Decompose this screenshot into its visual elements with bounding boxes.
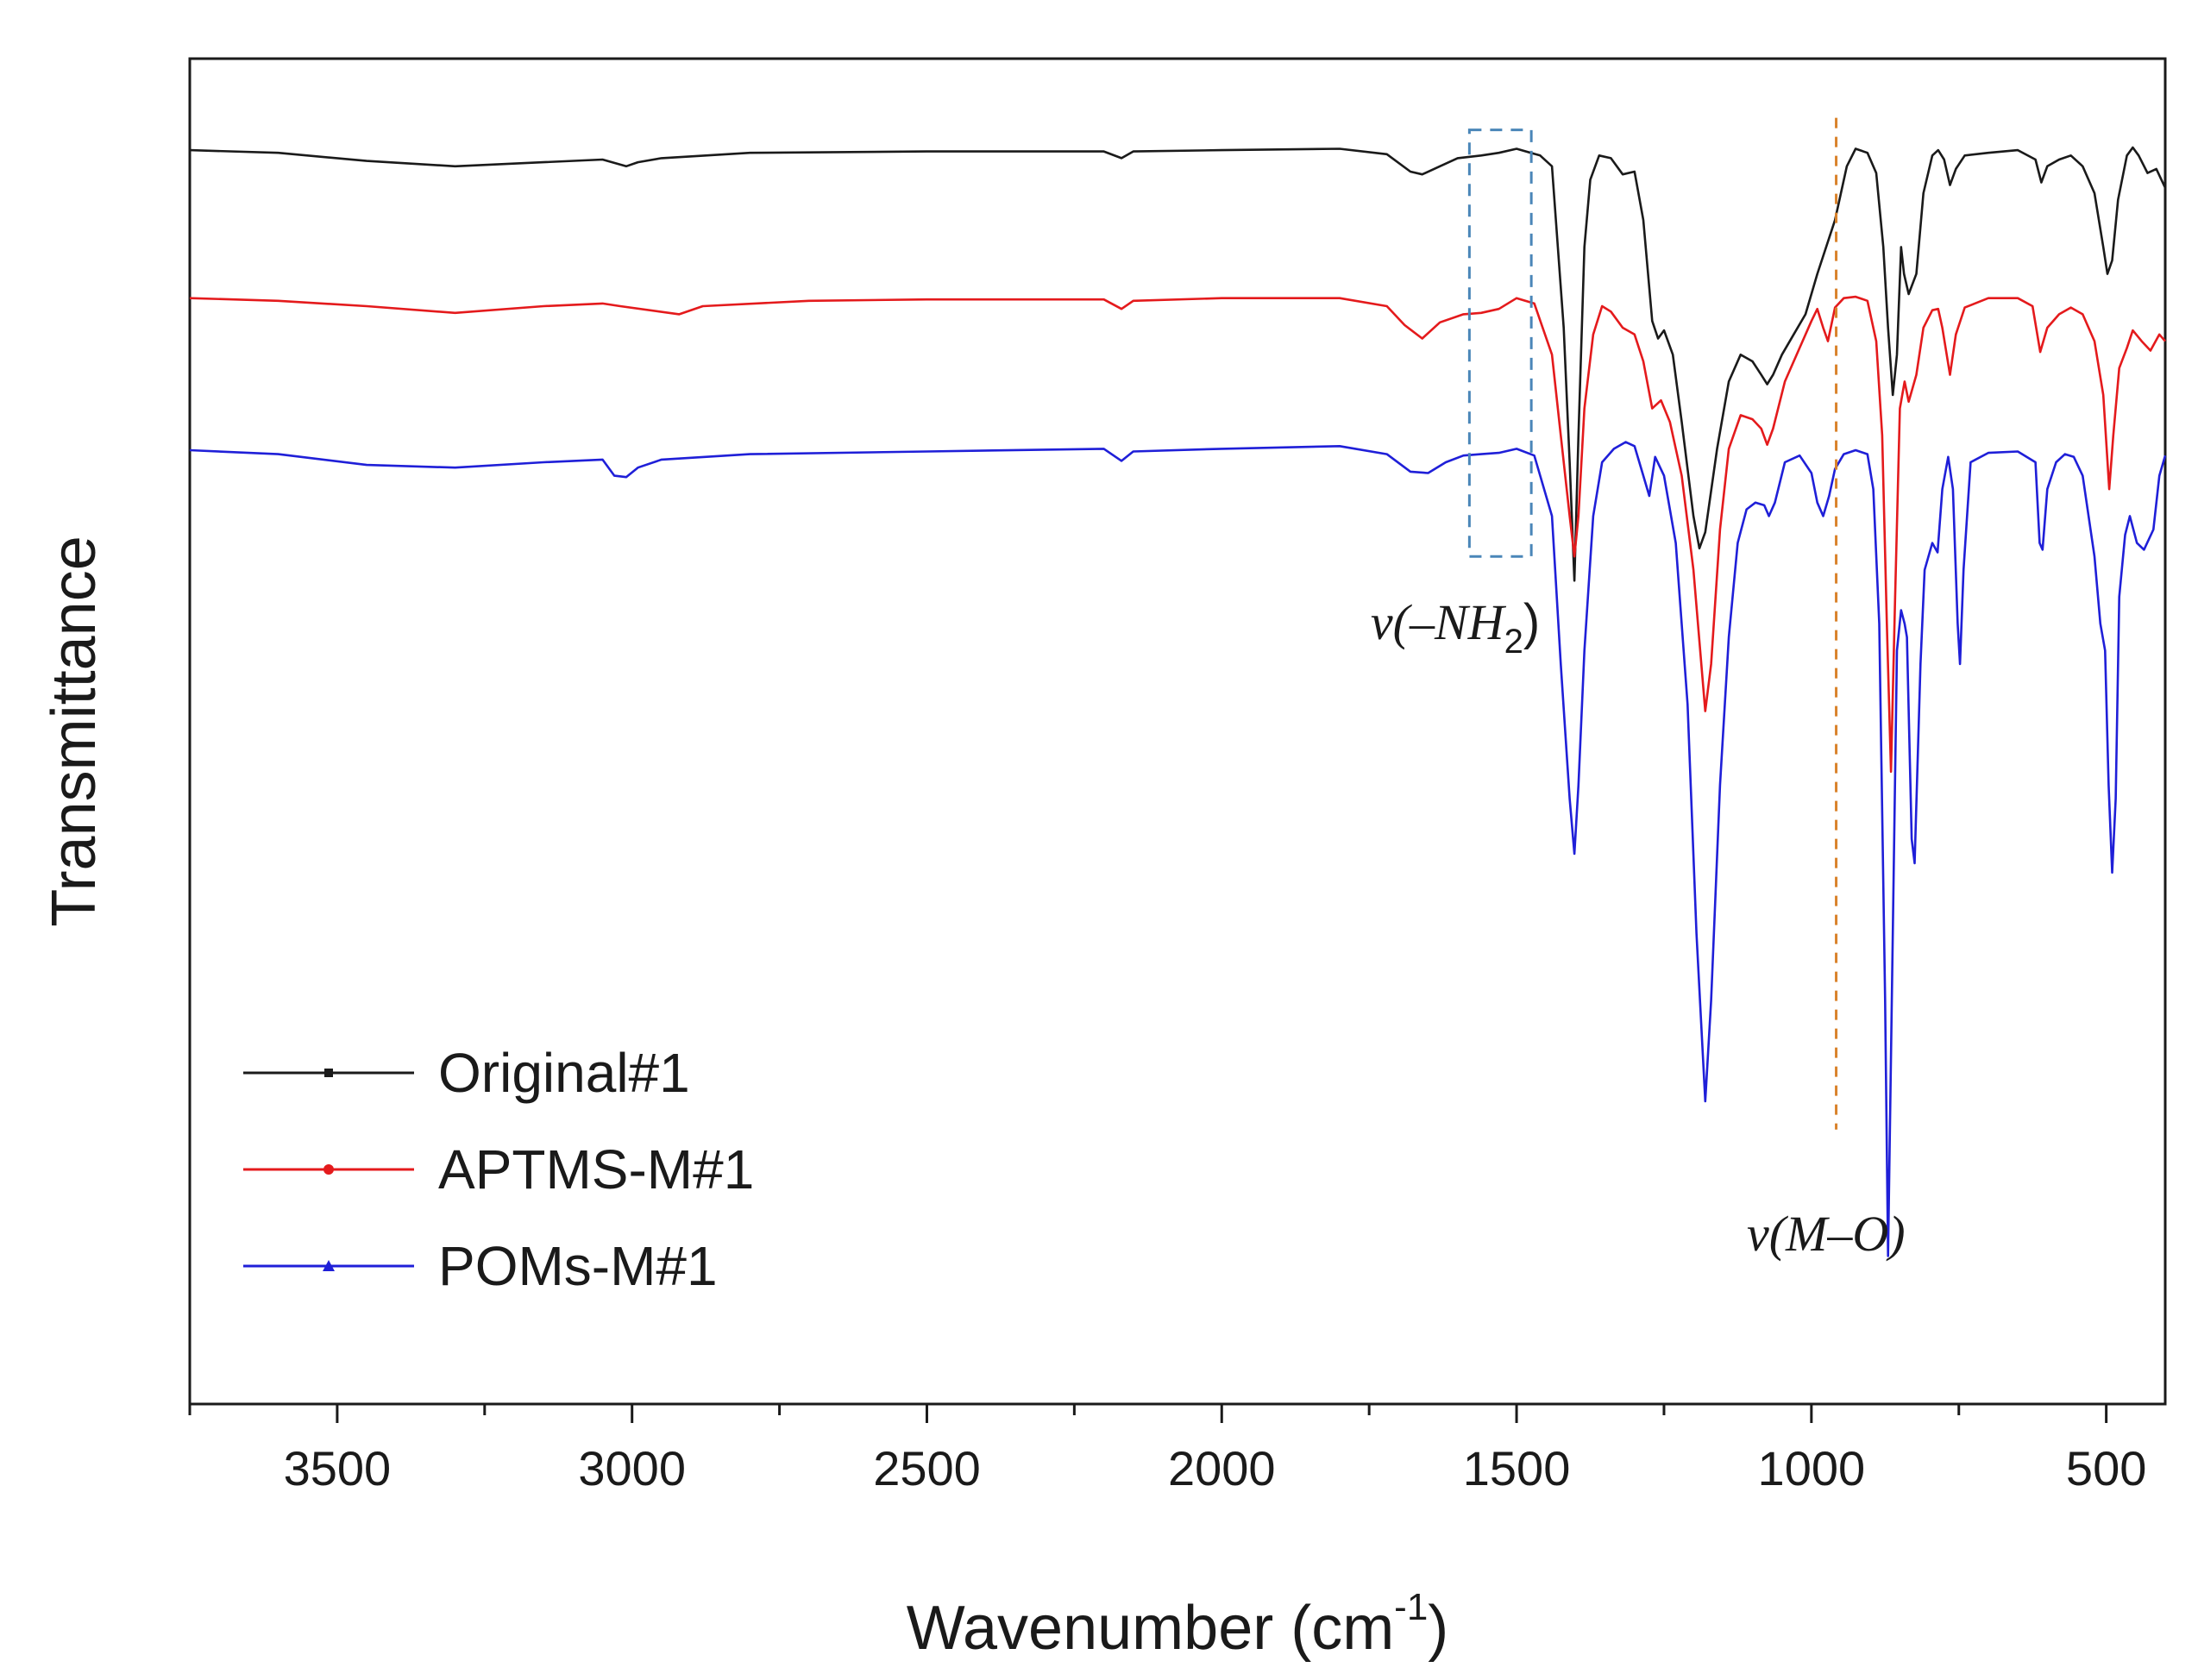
x-axis: 3500 3000 2500 2000 1500 1000 500 <box>188 1404 2146 1495</box>
x-axis-title-text: Wavenumber (cm <box>907 1594 1394 1663</box>
legend-marker-original-1 <box>324 1069 333 1077</box>
series-line-poms-m-1 <box>189 441 2167 1257</box>
x-axis-title: Wavenumber (cm-1) <box>907 1586 1449 1663</box>
legend-marker-poms-m-1 <box>323 1260 335 1271</box>
x-tick-label-2000: 2000 <box>1168 1441 1276 1495</box>
nh2-annotation-text: ν(–NH <box>1371 594 1507 650</box>
x-axis-title-superscript: -1 <box>1394 1586 1428 1628</box>
legend-label-poms-m-1: POMs-M#1 <box>438 1235 718 1297</box>
series-line-aptms-m-1 <box>189 295 2166 774</box>
nh2-annotation: ν(–NH2) <box>1371 594 1540 661</box>
nh2-annotation-subscript: 2 <box>1504 623 1523 661</box>
legend: Original#1 APTMS-M#1 POMs-M#1 <box>243 1042 754 1297</box>
annotation-layer: ν(–NH2) ν(M–O) <box>1371 117 1906 1262</box>
mo-annotation: ν(M–O) <box>1747 1206 1906 1262</box>
legend-label-original-1: Original#1 <box>438 1042 690 1104</box>
x-tick-label-2500: 2500 <box>873 1441 981 1495</box>
x-tick-label-1500: 1500 <box>1463 1441 1571 1495</box>
legend-label-aptms-m-1: APTMS-M#1 <box>438 1138 754 1200</box>
plot-frame <box>188 57 2167 1406</box>
legend-marker-aptms-m-1 <box>323 1164 334 1175</box>
x-axis-title-close: ) <box>1428 1594 1448 1663</box>
x-tick-label-3000: 3000 <box>578 1441 686 1495</box>
series-layer <box>189 146 2167 1257</box>
nh2-dashed-box <box>1467 129 1533 558</box>
x-tick-label-1000: 1000 <box>1758 1441 1866 1495</box>
plot-area: ν(–NH2) ν(M–O) <box>188 57 2167 1406</box>
nh2-annotation-close: ) <box>1523 594 1540 650</box>
series-line-original-1 <box>189 146 2167 582</box>
y-axis-title: Transmittance <box>40 536 109 926</box>
x-tick-label-3500: 3500 <box>284 1441 392 1495</box>
x-tick-label-500: 500 <box>2066 1441 2146 1495</box>
